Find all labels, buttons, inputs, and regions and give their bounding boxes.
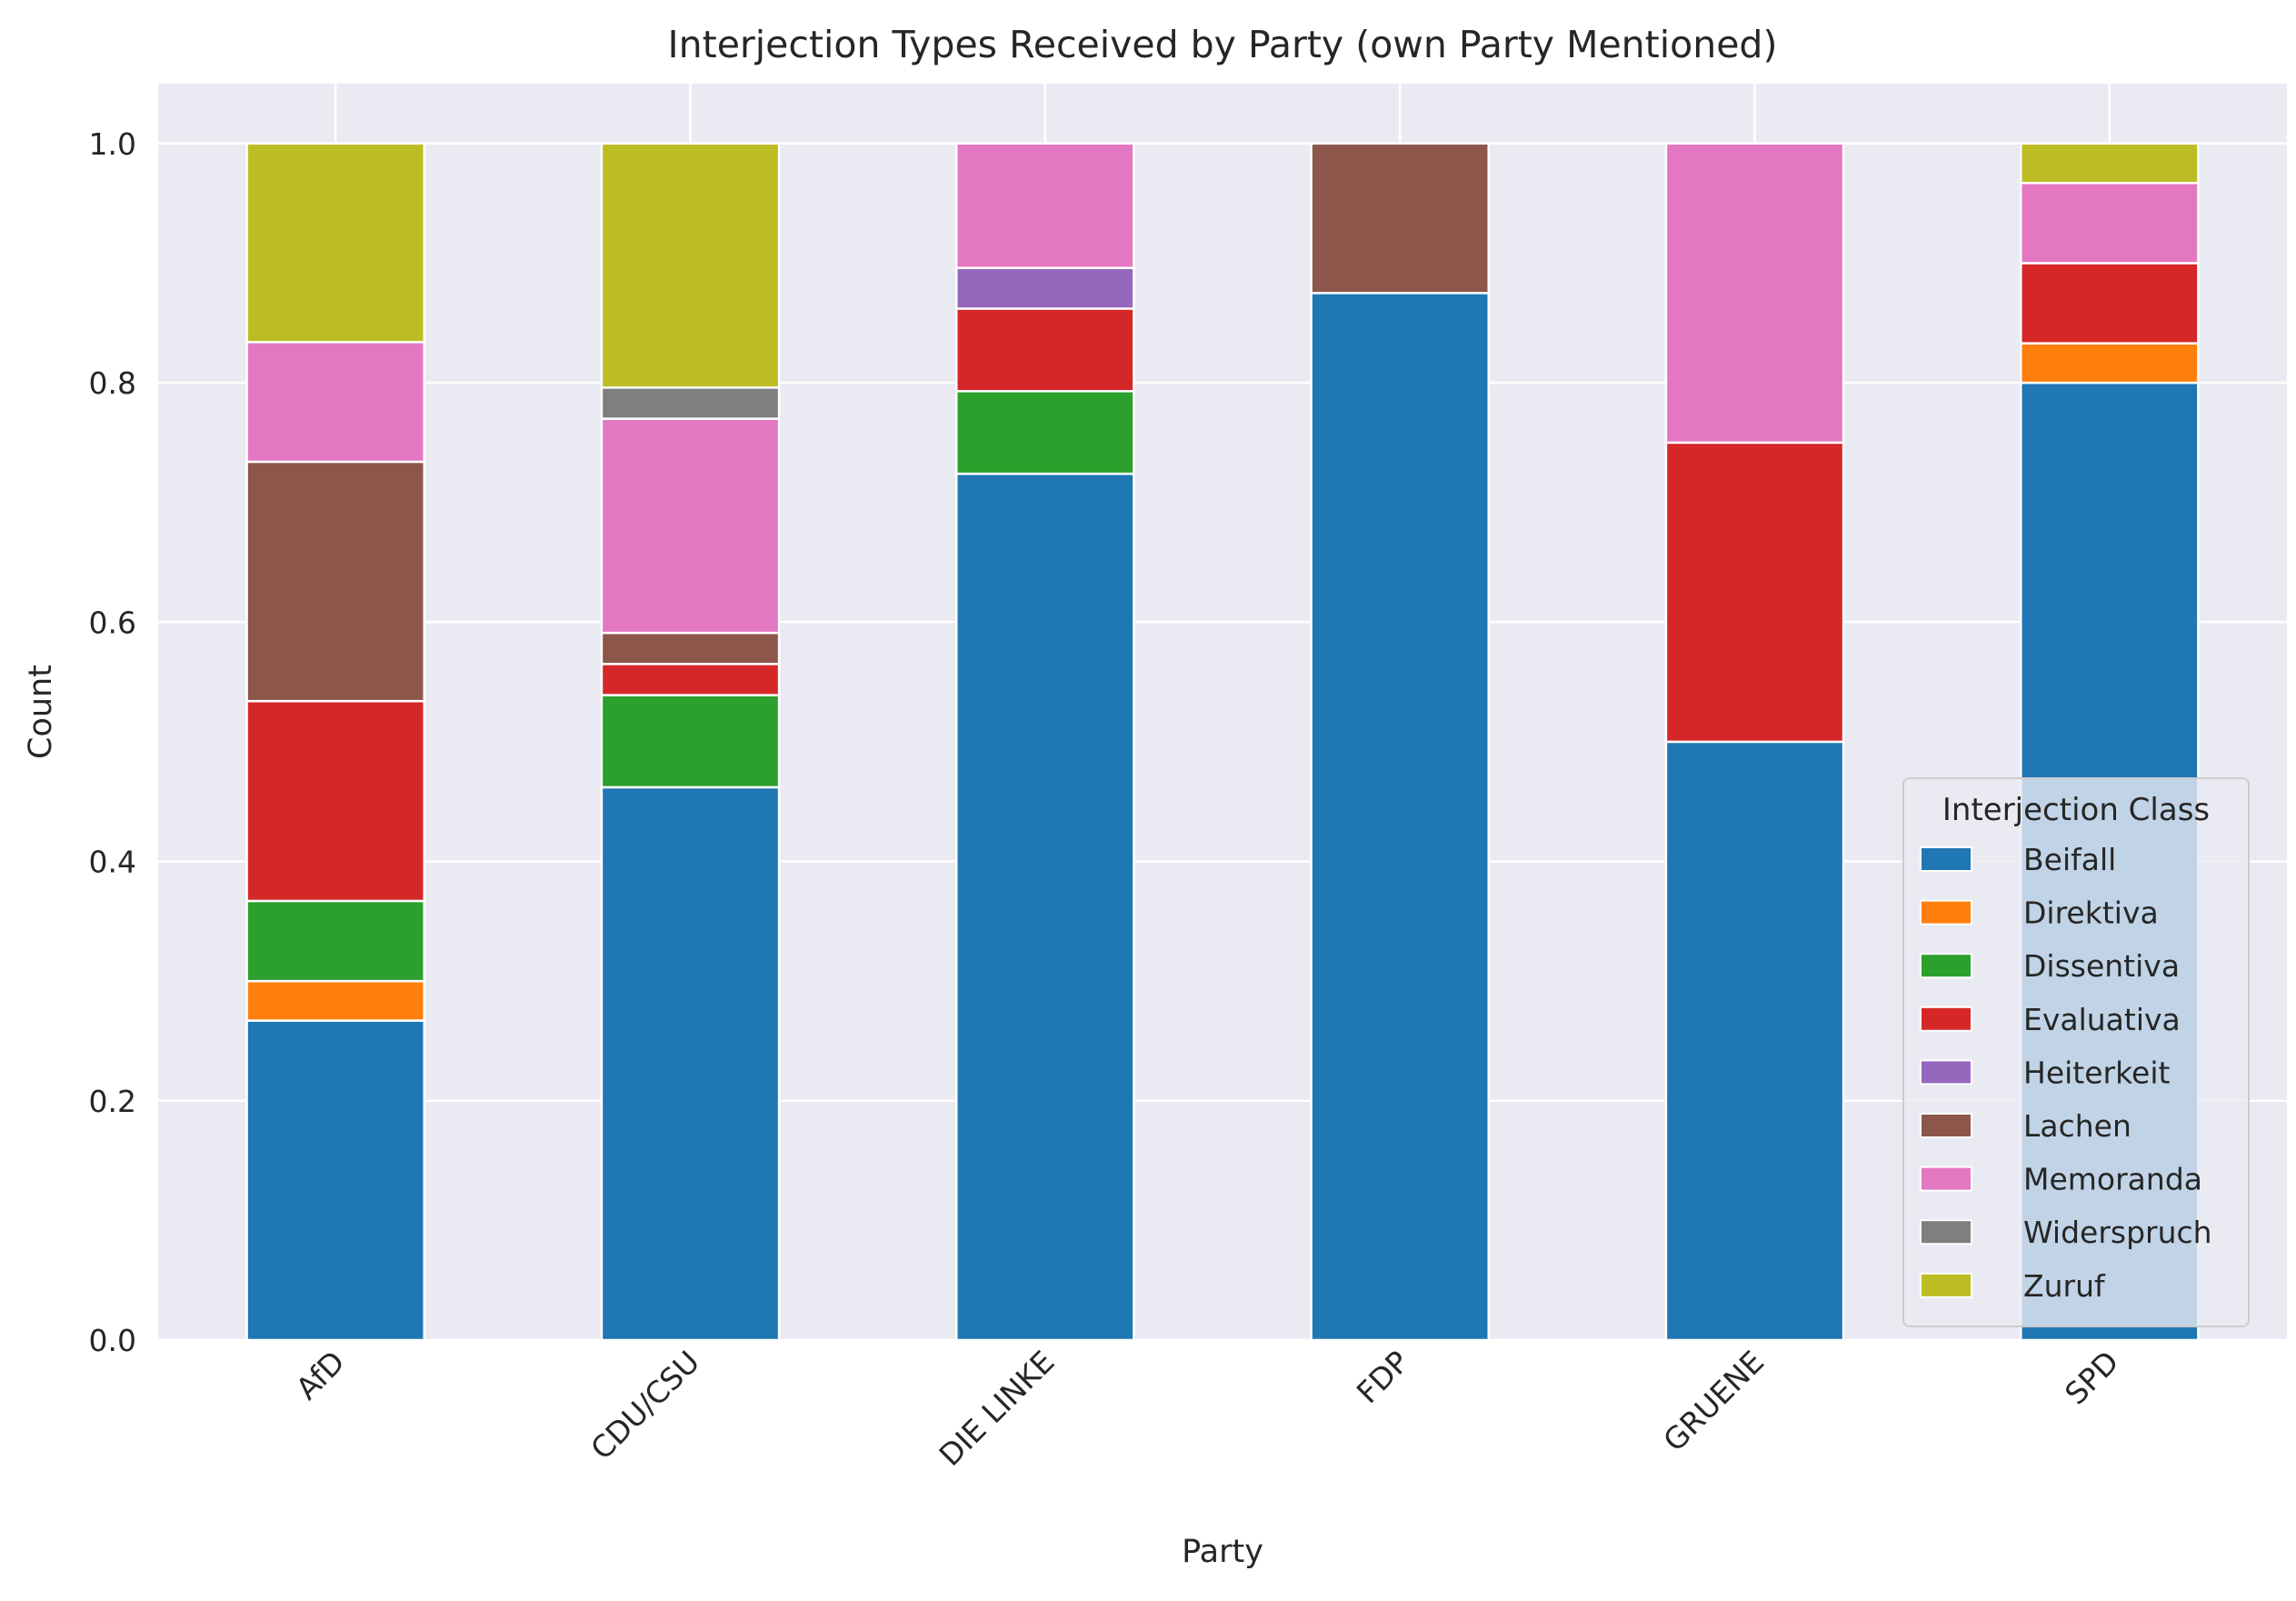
x-axis-label: Party (1182, 1534, 1263, 1570)
legend: Interjection Class Beifall Direktiva Disse… (1902, 777, 2250, 1327)
legend-swatch (1920, 846, 1972, 872)
legend-swatch (1920, 1219, 1972, 1246)
legend-swatch (1920, 899, 1972, 926)
y-tick-label: 0.8 (89, 365, 136, 401)
bar-segment-memoranda (2020, 181, 2200, 265)
legend-label: Heiterkeit (2023, 1055, 2171, 1090)
bar-segment-beifall (1310, 292, 1491, 1342)
bar-segment-evaluativa (600, 663, 781, 696)
bar-segment-heiterkeit (955, 266, 1135, 310)
legend-label: Dissentiva (2023, 948, 2180, 984)
y-axis-label: Count (23, 665, 59, 759)
legend-label: Memoranda (2023, 1162, 2202, 1197)
bar-segment-memoranda (1664, 142, 1845, 445)
legend-swatch (1920, 1166, 1972, 1192)
bar-segment-beifall (245, 1019, 426, 1342)
bar-segment-evaluativa (955, 307, 1135, 393)
legend-label: Lachen (2023, 1108, 2131, 1144)
bar-segment-memoranda (955, 142, 1135, 269)
legend-label: Widerspruch (2023, 1215, 2212, 1250)
legend-swatch (1920, 1272, 1972, 1298)
bar-segment-beifall (600, 785, 781, 1342)
legend-title: Interjection Class (1942, 792, 2210, 828)
bar-segment-evaluativa (245, 699, 426, 903)
legend-swatch (1920, 1059, 1972, 1086)
bar-segment-lachen (1310, 142, 1491, 295)
bar-segment-evaluativa (2020, 262, 2200, 345)
legend-box (1902, 777, 2250, 1327)
legend-label: Beifall (2023, 842, 2116, 877)
x-tick-labels: AfD CDU/CSU DIE LINKE FDP GRUENE SPD (289, 1344, 2126, 1473)
bar-segment-direktiva (2020, 342, 2200, 385)
bar-segment-lachen (600, 631, 781, 665)
y-tick-label: 0.2 (89, 1084, 136, 1119)
x-tick-label: SPD (2058, 1344, 2125, 1411)
y-tick-labels: 0.0 0.2 0.4 0.6 0.8 1.0 (89, 126, 136, 1358)
bar-segment-widerspruch (600, 386, 781, 420)
bar-segment-dissentiva (245, 899, 426, 983)
legend-label: Direktiva (2023, 896, 2159, 931)
bar-segment-zuruf (245, 142, 426, 344)
bar-segment-direktiva (245, 979, 426, 1022)
y-tick-label: 0.4 (89, 845, 136, 880)
bar-segment-evaluativa (1664, 441, 1845, 744)
x-tick-label: FDP (1350, 1344, 1416, 1410)
bar-segment-beifall (955, 472, 1135, 1342)
legend-swatch (1920, 1006, 1972, 1032)
chart-title: Interjection Types Received by Party (ow… (668, 23, 1778, 66)
legend-label: Zuruf (2023, 1268, 2106, 1304)
bar-segment-dissentiva (955, 390, 1135, 475)
x-tick-label: GRUENE (1656, 1344, 1771, 1458)
bar-segment-zuruf (600, 142, 781, 389)
y-tick-label: 0.6 (89, 605, 136, 640)
x-tick-label: AfD (289, 1344, 352, 1406)
x-tick-label: DIE LINKE (933, 1344, 1062, 1473)
bar-segment-memoranda (600, 417, 781, 635)
y-tick-label: 0.0 (89, 1323, 136, 1358)
legend-swatch (1920, 953, 1972, 979)
x-tick-label: CDU/CSU (584, 1344, 706, 1466)
bar-segment-beifall (1664, 740, 1845, 1342)
legend-swatch (1920, 1113, 1972, 1138)
legend-label: Evaluativa (2023, 1002, 2181, 1037)
bar-segment-dissentiva (600, 694, 781, 789)
y-tick-label: 1.0 (89, 126, 136, 162)
bar-segment-zuruf (2020, 142, 2200, 185)
bar-segment-memoranda (245, 341, 426, 464)
bar-segment-lachen (245, 460, 426, 703)
